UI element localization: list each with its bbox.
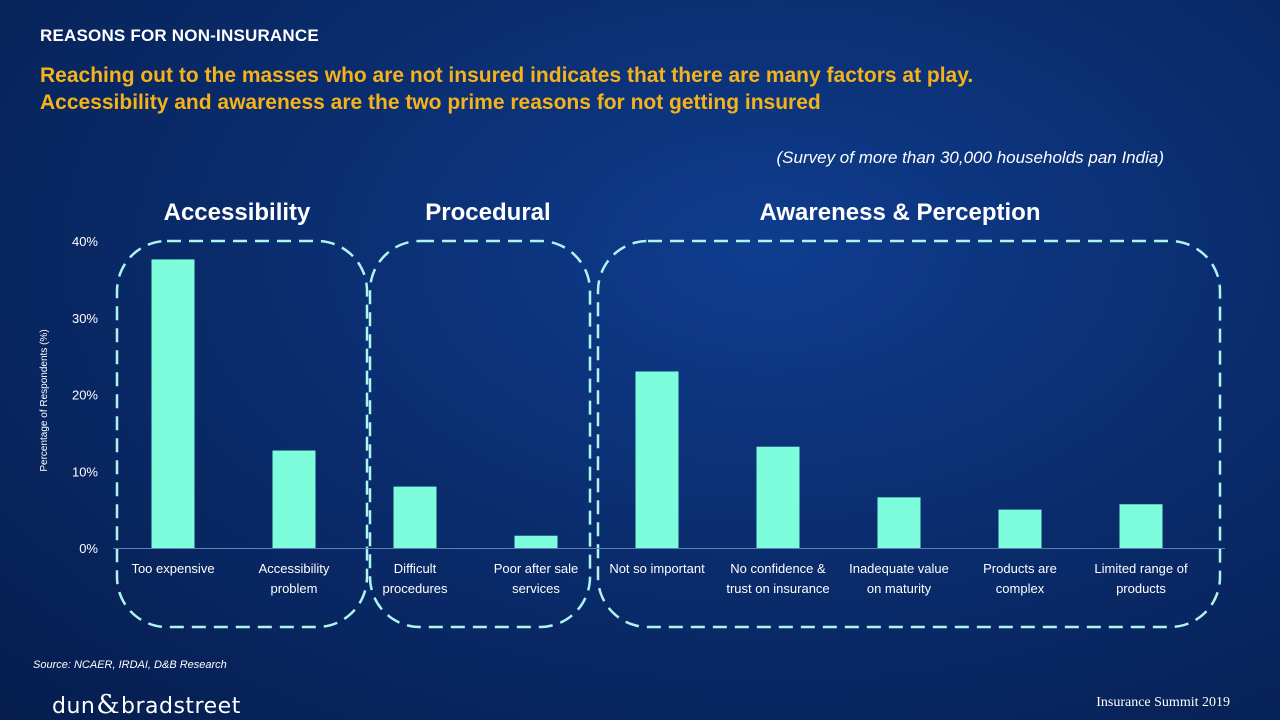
survey-note: (Survey of more than 30,000 households p… <box>776 148 1164 167</box>
bar <box>514 535 558 548</box>
x-tick-label-line: Too expensive <box>131 561 214 576</box>
y-tick-label: 10% <box>72 464 98 479</box>
bar <box>877 497 921 548</box>
x-tick-label-line: Not so important <box>609 561 705 576</box>
group-title-1: Accessibility <box>164 199 311 226</box>
group-frame-1 <box>115 239 369 629</box>
group-title-3: Awareness & Perception <box>759 199 1040 226</box>
x-tick-label-line: Difficult <box>394 561 437 576</box>
x-tick-label-line: Poor after sale <box>494 561 579 576</box>
headline-line-1: Reaching out to the masses who are not i… <box>40 64 974 87</box>
bar <box>635 371 679 548</box>
x-tick-label: Poor after sale services <box>494 561 579 596</box>
y-axis-title: Percentage of Respondents (%) <box>39 329 50 471</box>
bar <box>272 450 316 548</box>
x-tick-label: Too expensive <box>131 561 214 576</box>
x-tick-label-line: complex <box>996 581 1045 596</box>
x-tick-label: Inadequate value on maturity <box>849 561 949 596</box>
x-tick-label-line: trust on insurance <box>726 581 829 596</box>
logo-text-dun: dun <box>52 694 96 719</box>
x-tick-label-line: Limited range of <box>1094 561 1188 576</box>
x-tick-label-line: on maturity <box>867 581 932 596</box>
x-tick-label: Limited range of products <box>1094 561 1188 596</box>
logo-text-bradstreet: bradstreet <box>121 694 241 719</box>
headline-line-2: Accessibility and awareness are the two … <box>40 91 821 114</box>
dun-bradstreet-logo: dun&bradstreet <box>52 690 241 720</box>
y-tick-label: 30% <box>72 311 98 326</box>
logo-ampersand: & <box>96 690 121 720</box>
group-frame-2 <box>368 239 592 629</box>
x-tick-label: Not so important <box>609 561 705 576</box>
group-title-2: Procedural <box>425 199 550 226</box>
bar <box>151 259 195 548</box>
y-tick-label: 40% <box>72 234 98 249</box>
source-note: Source: NCAER, IRDAI, D&B Research <box>33 659 227 671</box>
x-tick-label-line: products <box>1116 581 1166 596</box>
bar <box>756 446 800 548</box>
y-tick-label: 20% <box>72 388 98 403</box>
event-name: Insurance Summit 2019 <box>1096 695 1230 710</box>
x-tick-label-line: problem <box>271 581 318 596</box>
x-tick-label: Difficult procedures <box>382 561 448 596</box>
bar <box>1119 504 1163 548</box>
bar <box>393 486 437 548</box>
x-tick-label-line: No confidence & <box>730 561 826 576</box>
bar <box>998 509 1042 548</box>
x-tick-label-line: Accessibility <box>259 561 330 576</box>
x-tick-label-line: procedures <box>382 581 448 596</box>
x-tick-label-line: services <box>512 581 560 596</box>
headline: Reaching out to the masses who are not i… <box>40 62 1240 116</box>
x-tick-label-line: Inadequate value <box>849 561 949 576</box>
x-tick-label: Accessibility problem <box>259 561 330 596</box>
x-tick-label-line: Products are <box>983 561 1057 576</box>
section-label: REASONS FOR NON-INSURANCE <box>40 26 319 45</box>
y-tick-label: 0% <box>79 541 98 556</box>
x-tick-label: Products are complex <box>983 561 1057 596</box>
x-tick-label: No confidence & trust on insurance <box>726 561 829 596</box>
